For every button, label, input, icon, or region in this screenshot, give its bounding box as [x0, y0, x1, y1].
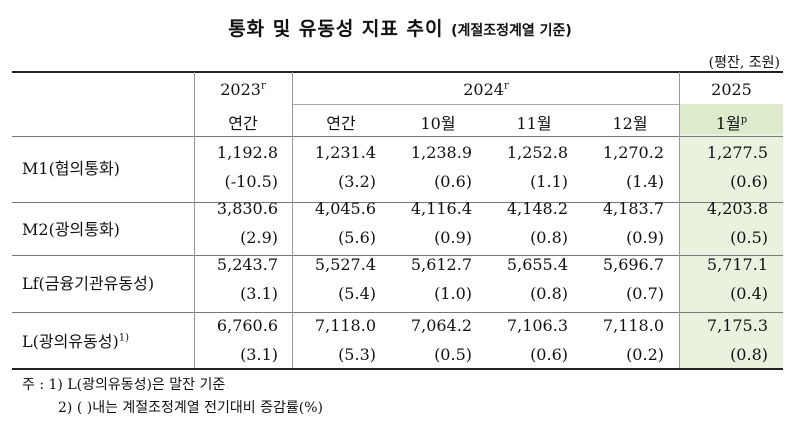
row-label-m2: M2(광의통화): [22, 220, 120, 239]
subheader-jan: 1월p: [715, 114, 748, 133]
table-cell-change: (0.6): [730, 172, 768, 191]
row-label-l: L(광의유동성)1): [22, 332, 129, 351]
table-cell-value: 4,148.2: [506, 199, 568, 218]
table-cell-change: (3.2): [338, 172, 376, 191]
table-cell-change: (0.4): [730, 284, 768, 303]
table-cell-value: 3,830.6: [216, 199, 278, 218]
table-cell-change: (0.6): [434, 172, 472, 191]
header-year-2025: 2025: [711, 80, 752, 99]
table-cell-change: (5.3): [338, 345, 376, 364]
unit-label: (평잔, 조원): [708, 55, 780, 71]
row-divider: [12, 202, 783, 203]
header-year-2023: 2023r: [220, 80, 266, 99]
row-divider: [12, 312, 783, 313]
table-cell-change: (0.7): [626, 284, 664, 303]
subheader-2024-annual: 연간: [326, 114, 356, 133]
table-cell-value: 1,231.4: [314, 143, 376, 162]
table-cell-change: (0.5): [434, 345, 472, 364]
table-cell-change: (5.6): [338, 228, 376, 247]
table-cell-value: 6,760.6: [216, 316, 278, 335]
table-cell-value: 5,717.1: [706, 255, 768, 274]
table-cell-value: 1,277.5: [706, 143, 768, 162]
table-cell-change: (0.6): [530, 345, 568, 364]
table-cell-change: (3.1): [240, 345, 278, 364]
subheader-oct: 10월: [420, 114, 456, 133]
header-year-2024: 2024r: [463, 80, 509, 99]
subheader-dec: 12월: [612, 114, 648, 133]
table-subtitle: (계절조정계열 기준): [451, 23, 572, 39]
row-divider: [12, 255, 783, 256]
table-cell-value: 5,527.4: [314, 255, 376, 274]
table-cell-value: 4,203.8: [706, 199, 768, 218]
table-cell-value: 5,612.7: [410, 255, 472, 274]
table-cell-value: 7,118.0: [602, 316, 664, 335]
table-cell-value: 7,175.3: [706, 316, 768, 335]
table-cell-value: 1,252.8: [506, 143, 568, 162]
footnote-2: 2) ( )내는 계절조정계열 전기대비 증감률(%): [58, 400, 323, 416]
table-cell-value: 1,238.9: [410, 143, 472, 162]
highlight-2025-column: [680, 104, 783, 368]
table-cell-value: 5,655.4: [506, 255, 568, 274]
table-cell-value: 4,183.7: [602, 199, 664, 218]
table-cell-change: (0.9): [434, 228, 472, 247]
column-divider: [679, 72, 680, 368]
table-cell-change: (-10.5): [224, 172, 278, 191]
table-cell-change: (0.8): [530, 228, 568, 247]
table-top-border: [12, 71, 783, 73]
header-bottom-border: [12, 136, 783, 137]
table-cell-value: 7,064.2: [410, 316, 472, 335]
footnote-1: 주 : 1) L(광의유동성)은 말잔 기준: [22, 377, 226, 393]
table-cell-change: (1.0): [434, 284, 472, 303]
table-cell-value: 7,118.0: [314, 316, 376, 335]
table-cell-change: (0.8): [530, 284, 568, 303]
table-cell-value: 5,696.7: [602, 255, 664, 274]
table-cell-change: (0.9): [626, 228, 664, 247]
table-cell-change: (5.4): [338, 284, 376, 303]
subheader-nov: 11월: [516, 114, 552, 133]
highlight-2025-subheader: [680, 104, 783, 134]
table-title: 통화 및 유동성 지표 추이 (계절조정계열 기준): [228, 18, 572, 40]
table-cell-value: 5,243.7: [216, 255, 278, 274]
subheader-2023-annual: 연간: [228, 114, 258, 133]
table-cell-value: 4,116.4: [410, 199, 472, 218]
table-cell-change: (1.4): [626, 172, 664, 191]
year-2024-underline: [292, 104, 679, 105]
column-divider: [292, 72, 293, 368]
table-bottom-border: [12, 368, 783, 370]
table-cell-change: (3.1): [240, 284, 278, 303]
table-cell-change: (0.8): [730, 345, 768, 364]
row-label-lf: Lf(금융기관유동성): [22, 274, 155, 293]
table-cell-value: 7,106.3: [506, 316, 568, 335]
table-cell-value: 4,045.6: [314, 199, 376, 218]
table-cell-change: (0.5): [730, 228, 768, 247]
table-cell-change: (2.9): [240, 228, 278, 247]
table-cell-value: 1,270.2: [602, 143, 664, 162]
table-cell-change: (0.2): [626, 345, 664, 364]
table-cell-change: (1.1): [530, 172, 568, 191]
row-label-m1: M1(협의통화): [22, 159, 120, 178]
column-divider: [194, 72, 195, 368]
table-cell-value: 1,192.8: [216, 143, 278, 162]
